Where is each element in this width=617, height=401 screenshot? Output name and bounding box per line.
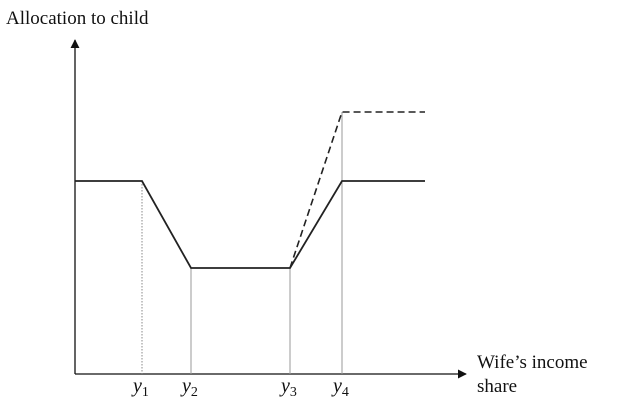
tick-label-y3: y3 — [279, 375, 297, 400]
y-axis-label: Allocation to child — [6, 8, 149, 29]
tick-label-y4: y4 — [331, 375, 349, 400]
dashed-allocation-curve — [289, 111, 425, 269]
tick-label-y1: y1 — [131, 375, 149, 400]
solid-allocation-curve — [75, 180, 425, 269]
x-axis-label-line2: share — [477, 376, 517, 397]
tick-label-y2: y2 — [180, 375, 198, 400]
x-axis-label-line1: Wife’s income — [477, 352, 588, 373]
